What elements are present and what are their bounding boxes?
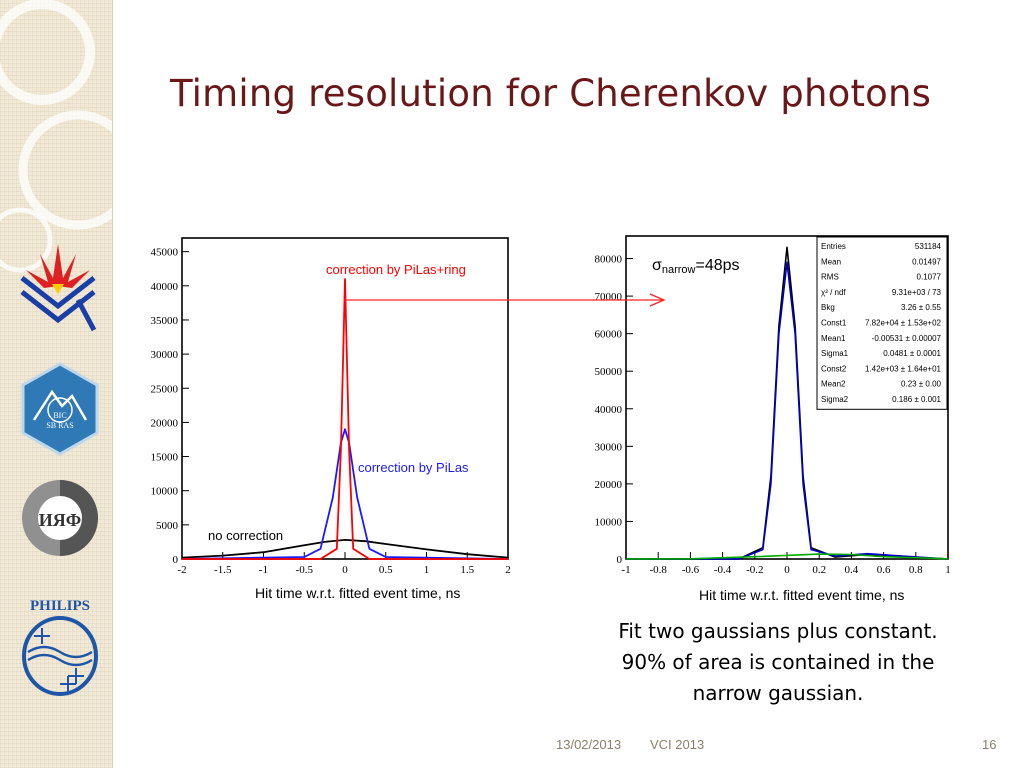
stats-value: 0.23 ± 0.00	[901, 380, 942, 389]
x-tick-label: -0.4	[714, 564, 732, 576]
stats-label: Mean2	[821, 380, 846, 389]
y-tick-label: 30000	[595, 441, 623, 453]
y-tick-label: 25000	[151, 383, 179, 395]
conclusion-line: 90% of area is contained in the	[621, 650, 935, 674]
sidebar-decoration: BIC SB RAS ИЯФ PHILIPS	[0, 0, 113, 768]
stats-label: RMS	[821, 273, 839, 282]
stats-label: Mean1	[821, 334, 846, 343]
x-tick-label: -1	[259, 564, 268, 576]
x-tick-label: -1	[621, 564, 630, 576]
y-tick-label: 10000	[595, 516, 623, 528]
stats-value: 0.186 ± 0.001	[892, 395, 941, 404]
timing-chart-right: -1 -0.8 -0.6 -0.4 -0.2 0 0.2 0.4 0.6 0.8 1 0 10000 20…	[595, 235, 951, 576]
stats-label: Bkg	[821, 303, 835, 312]
iyaf-logo-icon: ИЯФ	[22, 480, 98, 556]
footer-page-number: 16	[982, 737, 997, 752]
inp-logo-icon	[20, 244, 97, 332]
x-tick-label: -0.8	[649, 564, 667, 576]
conclusion-line: Fit two gaussians plus constant.	[618, 619, 938, 643]
y-tick-label: 0	[173, 554, 179, 566]
right-chart-xlabel: Hit time w.r.t. fitted event time, ns	[699, 587, 905, 603]
x-tick-label: 0	[342, 564, 348, 576]
x-tick-label: -1.5	[214, 564, 232, 576]
stats-value: 531184	[915, 242, 942, 251]
y-tick-label: 5000	[156, 520, 179, 532]
stats-label: Sigma2	[821, 395, 849, 404]
bic-logo-text: BIC	[53, 411, 66, 420]
stats-label: Const2	[821, 364, 847, 373]
y-tick-label: 80000	[595, 254, 623, 266]
x-tick-label: 0.5	[379, 564, 393, 576]
series-line-2	[181, 428, 509, 560]
stats-box	[816, 236, 948, 410]
stats-value: 1.42e+03 ± 1.64e+01	[865, 364, 942, 373]
stats-label: Sigma1	[821, 349, 849, 358]
footer-conference: VCI 2013	[650, 737, 705, 752]
stats-label: Const1	[821, 319, 847, 328]
iyaf-logo-text: ИЯФ	[39, 510, 81, 530]
bic-sbras-logo: BIC SB RAS	[21, 362, 99, 456]
x-tick-label: 1.5	[460, 564, 474, 576]
sbras-logo-text: SB RAS	[46, 421, 73, 430]
legend-annotation: correction by PiLas+ring	[326, 262, 466, 277]
x-tick-label: 1	[945, 564, 951, 576]
stats-value: 0.0481 ± 0.0001	[883, 349, 941, 358]
legend-annotation: no correction	[208, 528, 283, 543]
philips-logo-text: PHILIPS	[30, 598, 90, 614]
x-tick-label: -2	[177, 564, 186, 576]
x-tick-label: 0.4	[845, 564, 859, 576]
decorative-rings	[0, 0, 112, 273]
series-line-1	[626, 246, 949, 560]
y-tick-label: 45000	[151, 247, 179, 259]
stats-label: Mean	[821, 257, 841, 266]
x-tick-label: 0.2	[812, 564, 826, 576]
series-line-1	[181, 538, 509, 559]
stats-value: 7.82e+04 ± 1.53e+02	[865, 319, 942, 328]
timing-chart-left: -2 -1.5 -1 -0.5 0 0.5 1 1.5 2 0 5000 10000 15000 2000…	[151, 237, 511, 576]
comparison-arrow-icon	[344, 293, 666, 307]
y-tick-label: 40000	[151, 281, 179, 293]
y-tick-label: 60000	[595, 329, 623, 341]
y-tick-label: 50000	[595, 366, 623, 378]
y-tick-label: 0	[617, 554, 623, 566]
footer-date: 13/02/2013	[556, 737, 622, 752]
legend-annotation: correction by PiLas	[358, 460, 469, 475]
sigma-annotation: σnarrow=48ps	[652, 257, 740, 276]
stats-value: -0.00531 ± 0.00007	[872, 334, 942, 343]
stats-label: χ² / ndf	[821, 288, 846, 297]
y-tick-label: 20000	[595, 479, 623, 491]
x-tick-label: 0.8	[909, 564, 923, 576]
stats-value: 3.26 ± 0.55	[901, 303, 942, 312]
x-tick-label: 1	[424, 564, 430, 576]
stats-value: 9.31e+03 / 73	[892, 288, 942, 297]
y-tick-label: 35000	[151, 315, 179, 327]
x-tick-label: -0.6	[682, 564, 700, 576]
y-tick-label: 20000	[151, 417, 179, 429]
x-tick-label: 0.6	[877, 564, 891, 576]
x-tick-label: 2	[505, 564, 511, 576]
y-tick-label: 40000	[595, 404, 623, 416]
y-tick-label: 30000	[151, 349, 179, 361]
series-line-2	[626, 261, 949, 560]
conclusion-line: narrow gaussian.	[692, 681, 864, 705]
slide-title: Timing resolution for Cherenkov photons	[170, 72, 932, 115]
series-line-3	[182, 278, 508, 560]
x-tick-label: -0.2	[746, 564, 763, 576]
stats-value: 0.1077	[917, 273, 942, 282]
series-line-3	[625, 553, 949, 560]
conclusion-text: Fit two gaussians plus constant. 90% of …	[600, 616, 956, 709]
y-tick-label: 10000	[151, 486, 179, 498]
y-tick-label: 15000	[151, 452, 179, 464]
philips-logo-icon: PHILIPS	[22, 598, 98, 696]
x-tick-label: 0	[784, 564, 790, 576]
left-chart-xlabel: Hit time w.r.t. fitted event time, ns	[255, 585, 461, 601]
x-tick-label: -0.5	[296, 564, 314, 576]
stats-label: Entries	[821, 242, 846, 251]
stats-value: 0.01497	[912, 257, 941, 266]
